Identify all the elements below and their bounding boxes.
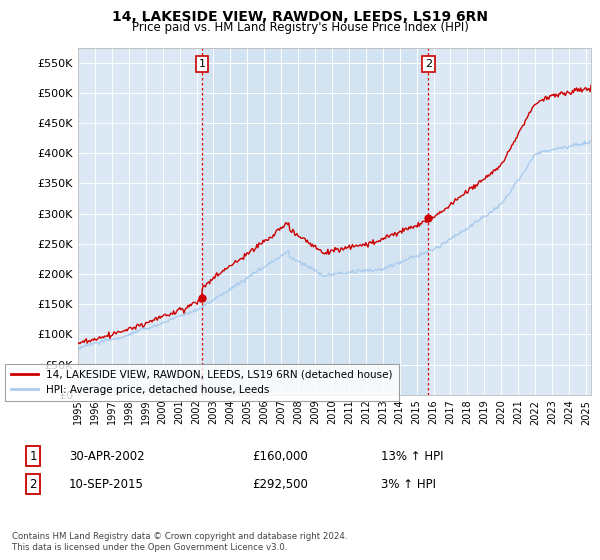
- Text: 13% ↑ HPI: 13% ↑ HPI: [381, 450, 443, 463]
- Bar: [202, 48, 428, 395]
- Text: 2: 2: [29, 478, 37, 491]
- Text: 10-SEP-2015: 10-SEP-2015: [69, 478, 144, 491]
- Legend: 14, LAKESIDE VIEW, RAWDON, LEEDS, LS19 6RN (detached house), HPI: Average price,: 14, LAKESIDE VIEW, RAWDON, LEEDS, LS19 6…: [5, 363, 398, 402]
- Text: 1: 1: [199, 59, 206, 69]
- Text: 30-APR-2002: 30-APR-2002: [69, 450, 145, 463]
- Text: 1: 1: [29, 450, 37, 463]
- Text: £292,500: £292,500: [252, 478, 308, 491]
- Text: Contains HM Land Registry data © Crown copyright and database right 2024.
This d: Contains HM Land Registry data © Crown c…: [12, 532, 347, 552]
- Text: £160,000: £160,000: [252, 450, 308, 463]
- Text: 14, LAKESIDE VIEW, RAWDON, LEEDS, LS19 6RN: 14, LAKESIDE VIEW, RAWDON, LEEDS, LS19 6…: [112, 10, 488, 24]
- Text: 2: 2: [425, 59, 432, 69]
- Text: 3% ↑ HPI: 3% ↑ HPI: [381, 478, 436, 491]
- Text: Price paid vs. HM Land Registry's House Price Index (HPI): Price paid vs. HM Land Registry's House …: [131, 21, 469, 34]
